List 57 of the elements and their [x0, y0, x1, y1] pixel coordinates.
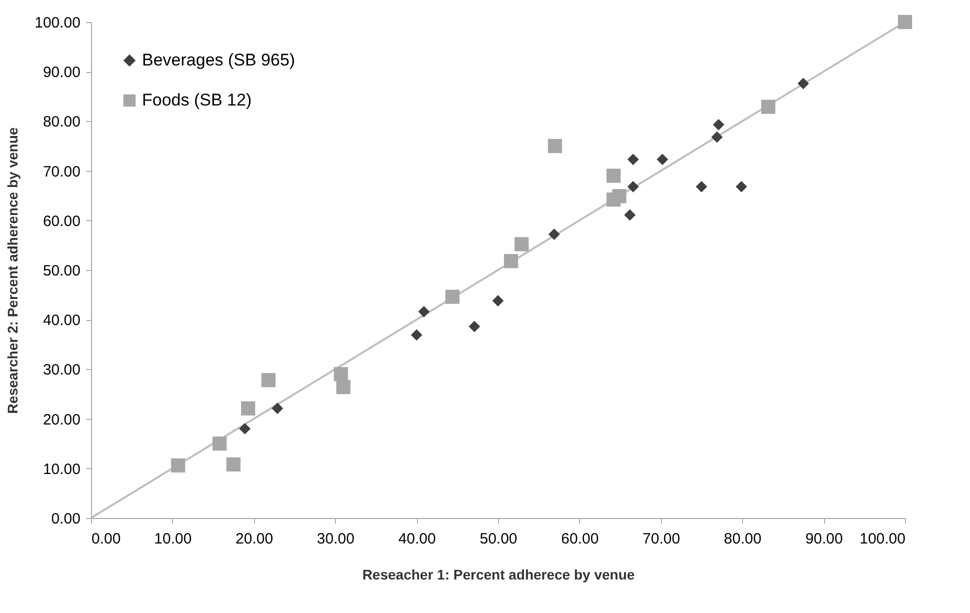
- x-tick-label: 60.00: [561, 530, 599, 548]
- point: [226, 457, 241, 472]
- point: [761, 100, 776, 114]
- x-tick-label: 100.00: [860, 530, 906, 548]
- point: [696, 180, 708, 192]
- y-tick-label: 20.00: [42, 411, 80, 428]
- x-tick-label: 80.00: [724, 530, 762, 548]
- point: [410, 329, 422, 341]
- point: [241, 401, 256, 416]
- point: [492, 295, 504, 306]
- y-tick-label: 40.00: [42, 312, 80, 330]
- x-tick-label: 10.00: [154, 530, 192, 548]
- x-tick-label: 0.00: [92, 530, 121, 548]
- x-tick-label: 30.00: [316, 530, 354, 548]
- point: [898, 14, 912, 30]
- point: [627, 180, 639, 192]
- point: [624, 209, 636, 221]
- y-tick-label: 60.00: [42, 212, 80, 230]
- point: [336, 380, 350, 394]
- point: [514, 237, 529, 252]
- point: [712, 118, 724, 130]
- point: [239, 423, 251, 434]
- point: [798, 78, 809, 90]
- point: [504, 254, 518, 268]
- y-tick-label: 0.00: [51, 510, 80, 528]
- point: [548, 138, 562, 154]
- y-tick-label: 70.00: [42, 163, 80, 180]
- y-tick-label: 80.00: [42, 114, 80, 131]
- y-tick-label: 30.00: [42, 362, 80, 379]
- y-tick-label: 10.00: [42, 460, 80, 478]
- legend-label: Beverages (SB 965): [142, 50, 296, 70]
- x-tick-label: 20.00: [236, 530, 274, 548]
- point: [212, 436, 227, 451]
- point: [171, 458, 186, 472]
- point: [418, 306, 430, 318]
- point: [711, 131, 723, 143]
- point: [272, 402, 284, 414]
- point: [468, 320, 480, 332]
- point: [606, 168, 621, 183]
- x-tick-label: 70.00: [642, 530, 680, 548]
- y-axis-title: Researcher 2: Percent adherence by venue: [4, 127, 21, 414]
- point: [334, 367, 348, 382]
- x-tick-label: 40.00: [398, 530, 436, 548]
- x-tick-label: 50.00: [480, 530, 518, 548]
- point: [612, 189, 626, 204]
- y-tick-label: 50.00: [42, 262, 80, 280]
- point: [548, 228, 560, 240]
- point: [656, 154, 668, 166]
- point: [627, 154, 639, 166]
- point: [261, 373, 276, 388]
- point: [445, 290, 460, 304]
- y-tick-label: 100.00: [34, 14, 80, 32]
- y-tick-label: 90.00: [42, 64, 80, 82]
- x-axis-title: Reseacher 1: Percent adherece by venue: [362, 566, 635, 582]
- x-tick-label: 90.00: [805, 530, 843, 548]
- legend-label: Foods (SB 12): [142, 90, 252, 110]
- point: [736, 180, 748, 192]
